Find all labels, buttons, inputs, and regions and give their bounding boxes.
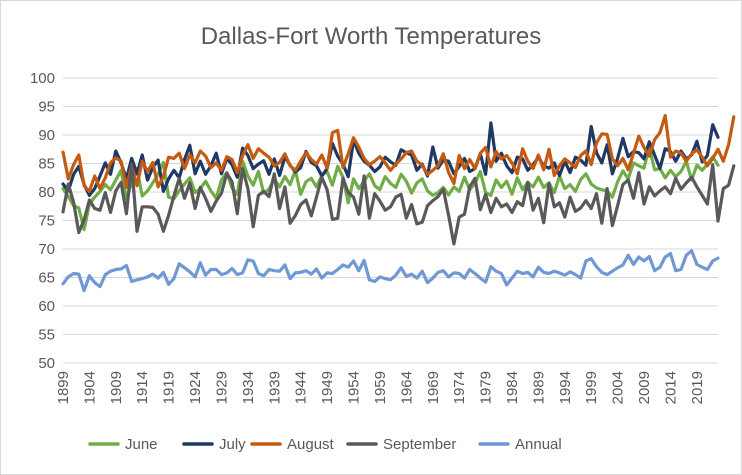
y-tick-label: 70: [38, 241, 55, 258]
x-tick-label: 1989: [530, 371, 547, 404]
x-tick-label: 1969: [425, 371, 442, 404]
x-tick-label: 1909: [108, 371, 125, 404]
series-line-july: [61, 121, 720, 197]
x-tick-label: 2009: [636, 371, 653, 404]
y-tick-label: 95: [38, 99, 55, 116]
legend: June July August September Annual: [88, 436, 562, 453]
legend-label-august: August: [287, 436, 335, 453]
y-tick-label: 65: [38, 270, 55, 287]
x-axis-tick-labels: 1899 1904 1909 1914 1919 1924 1929 1934 1939 1944…: [55, 371, 706, 404]
x-tick-label: 2014: [662, 371, 679, 404]
x-tick-label: 1914: [134, 371, 151, 404]
y-tick-label: 100: [30, 70, 55, 87]
legend-label-annual: Annual: [515, 436, 562, 453]
y-tick-label: 50: [38, 355, 55, 372]
x-tick-label: 1939: [266, 371, 283, 404]
legend-label-september: September: [383, 436, 456, 453]
x-tick-label: 1919: [161, 371, 178, 404]
x-tick-label: 1954: [346, 371, 363, 404]
y-tick-label: 90: [38, 127, 55, 144]
x-tick-label: 2004: [610, 371, 627, 404]
series-line-annual: [61, 249, 720, 293]
y-tick-label: 60: [38, 298, 55, 315]
series-line-august: [61, 113, 736, 193]
x-tick-label: 1974: [451, 371, 468, 404]
x-tick-label: 1924: [187, 371, 204, 404]
chart-title: Dallas-Fort Worth Temperatures: [201, 23, 542, 50]
series-line-september: [61, 162, 736, 246]
y-tick-label: 75: [38, 213, 55, 230]
y-tick-label: 55: [38, 327, 55, 344]
x-tick-label: 1904: [81, 371, 98, 404]
x-tick-label: 1899: [55, 371, 72, 404]
x-tick-label: 1959: [372, 371, 389, 404]
y-tick-label: 80: [38, 184, 55, 201]
x-tick-label: 1994: [557, 371, 574, 404]
x-tick-label: 1949: [319, 371, 336, 404]
y-tick-label: 85: [38, 156, 55, 173]
legend-label-july: July: [219, 436, 246, 453]
x-tick-label: 1944: [293, 371, 310, 404]
legend-label-june: June: [125, 436, 158, 453]
x-tick-label: 1984: [504, 371, 521, 404]
x-tick-label: 1979: [478, 371, 495, 404]
y-axis-tick-labels: 50 55 60 65 70 75 80 85 90 95 100: [30, 70, 55, 372]
series-lines: [61, 113, 736, 293]
x-tick-label: 1934: [240, 371, 257, 404]
x-tick-label: 1964: [398, 371, 415, 404]
x-tick-label: 1999: [583, 371, 600, 404]
x-tick-label: 1929: [213, 371, 230, 404]
x-tick-label: 2019: [689, 371, 706, 404]
